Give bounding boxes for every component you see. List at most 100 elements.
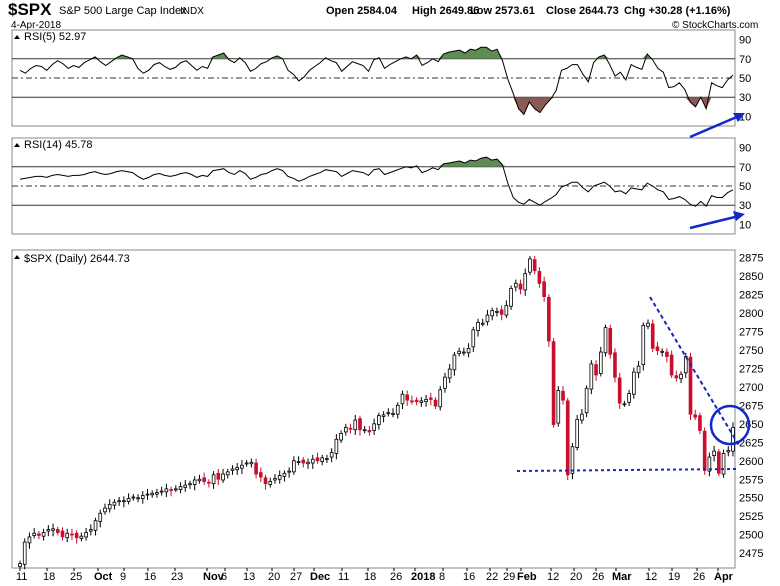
candle-down — [608, 327, 613, 355]
candle-up — [126, 498, 131, 502]
candle-up — [107, 503, 112, 510]
candle-up — [589, 363, 594, 390]
candle-up — [188, 483, 192, 486]
candle-up — [584, 387, 589, 414]
candle-up — [419, 400, 424, 403]
rsi14-panel: 10 30 50 70 90 RSI(14) 45.78 — [11, 137, 751, 235]
candle-down — [499, 309, 504, 315]
rsi14-overbought-fill — [411, 157, 508, 167]
candle-down — [655, 346, 660, 351]
candle-down — [542, 281, 546, 297]
candle-down — [202, 477, 206, 482]
candle-down — [410, 400, 414, 403]
candle-down — [70, 533, 74, 536]
date-tick-label: 12 — [645, 571, 657, 583]
stockcharts-credit: © StockCharts.com — [672, 20, 758, 31]
up-arrow-icon — [14, 255, 20, 259]
candle-up — [197, 478, 202, 482]
candle-down — [216, 472, 221, 480]
price-tick-label: 2550 — [739, 493, 763, 505]
candle-up — [240, 464, 244, 469]
price-tick-label: 2850 — [739, 271, 763, 283]
candle-up — [646, 322, 650, 327]
rsi5-title: RSI(5) 52.97 — [24, 31, 86, 43]
date-tick-label: 26 — [693, 571, 705, 583]
rsi5-tick-label: 90 — [739, 35, 751, 47]
candle-down — [169, 489, 173, 492]
rsi5-tick-label: 70 — [739, 54, 751, 66]
candle-up — [282, 472, 287, 477]
candle-up — [32, 532, 36, 536]
candle-up — [523, 273, 528, 291]
candle-up — [438, 389, 443, 408]
candle-up — [268, 481, 273, 485]
candle-up — [249, 461, 254, 465]
candle-down — [702, 430, 707, 471]
candle-up — [443, 376, 447, 389]
candle-up — [145, 493, 150, 496]
rsi14-tick-label: 30 — [739, 200, 751, 212]
candle-up — [513, 282, 518, 288]
candle-up — [556, 390, 561, 424]
candle-up — [731, 427, 735, 452]
symbol-title: $SPX — [8, 0, 52, 19]
date-tick-label: 2018 — [411, 571, 435, 583]
candle-up — [306, 461, 310, 465]
candle-down — [263, 477, 268, 485]
rsi14-tick-label: 10 — [739, 219, 751, 231]
candle-up — [178, 486, 183, 491]
candle-up — [509, 288, 513, 307]
candle-up — [112, 501, 117, 506]
candle-down — [551, 341, 556, 425]
candle-down — [60, 530, 65, 538]
price-tick-label: 2475 — [739, 548, 763, 560]
date-tick-label: 29 — [503, 571, 515, 583]
candle-up — [211, 474, 216, 485]
candle-up — [457, 350, 461, 354]
candle-down — [688, 356, 693, 415]
candle-up — [495, 310, 499, 313]
candle-down — [537, 271, 542, 284]
candle-up — [221, 473, 225, 481]
candle-up — [150, 492, 155, 496]
price-panel: 2475 2500 2525 2550 2575 2600 2625 2650 2675 2700… — [11, 249, 763, 571]
price-tick-label: 2700 — [739, 382, 763, 394]
candle-down — [669, 354, 674, 376]
rsi5-oversold-fill — [513, 97, 712, 115]
chart-date: 4-Apr-2018 — [11, 20, 61, 31]
candle-up — [466, 347, 471, 354]
candle-up — [598, 351, 603, 374]
candle-down — [258, 472, 263, 478]
candle-up — [292, 460, 296, 473]
candle-down — [594, 364, 598, 376]
candle-up — [372, 423, 376, 431]
candle-down — [717, 451, 721, 474]
date-tick-label: Oct — [94, 571, 113, 583]
candle-down — [254, 462, 258, 475]
exchange-label: INDX — [180, 6, 204, 17]
price-tick-label: 2625 — [739, 437, 763, 449]
candle-up — [136, 497, 140, 500]
price-tick-label: 2775 — [739, 326, 763, 338]
rsi5-tick-label: 50 — [739, 73, 751, 85]
price-tick-label: 2800 — [739, 308, 763, 320]
candle-up — [528, 258, 532, 273]
date-tick-label: 8 — [439, 571, 445, 583]
candle-up — [712, 450, 716, 456]
candle-up — [273, 478, 277, 481]
price-tick-label: 2875 — [739, 252, 763, 264]
candle-up — [471, 329, 476, 348]
candle-up — [660, 350, 664, 353]
rsi14-legend: RSI(14) 45.78 — [14, 139, 92, 151]
price-tick-label: 2525 — [739, 511, 763, 523]
date-tick-label: Dec — [310, 571, 330, 583]
price-tick-label: 2725 — [739, 363, 763, 375]
candle-up — [287, 470, 291, 473]
candle-up — [164, 488, 169, 493]
candle-down — [565, 400, 570, 476]
candle-up — [230, 468, 235, 471]
candle-up — [362, 429, 367, 432]
candle-up — [296, 461, 301, 463]
